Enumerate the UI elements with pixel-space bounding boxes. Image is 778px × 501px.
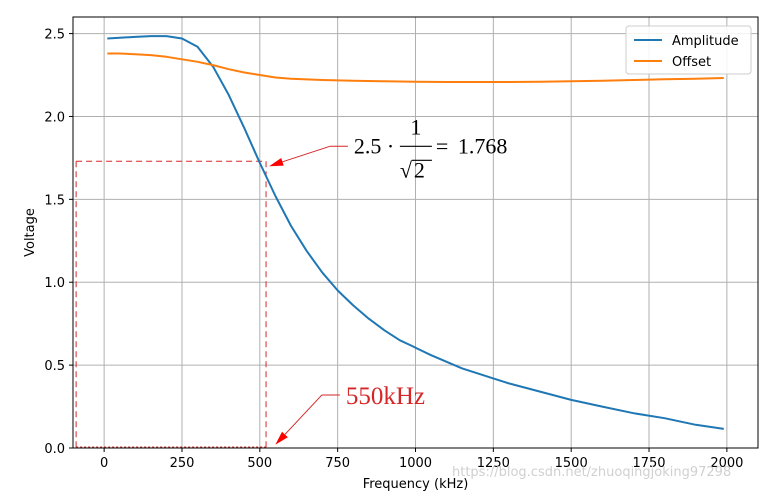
x-tick-label-6: 1500 (555, 456, 588, 471)
y-tick-label-1: 0.5 (44, 359, 65, 374)
series-line-offset (107, 52, 724, 83)
annotation-frequency: 550kHz (275, 383, 425, 445)
x-tick-label-8: 2000 (710, 456, 743, 471)
formula-radicand: 2 (414, 157, 425, 182)
legend: Amplitude Offset (625, 25, 752, 75)
x-tick-label-5: 1250 (477, 456, 510, 471)
y-axis-title: Voltage (23, 208, 38, 257)
formula-numerator: 1 (410, 114, 421, 139)
series-lines (107, 35, 724, 430)
x-tick-label-0: 0 (100, 456, 108, 471)
legend-label-offset: Offset (672, 55, 711, 70)
y-tick-label-3: 1.5 (44, 193, 65, 208)
x-tick-label-7: 1750 (632, 456, 665, 471)
annotations: 2.5 · 1 √ 2 = 1.768 550kHz (269, 114, 507, 445)
x-tick-label-4: 1000 (399, 456, 432, 471)
watermark-text: https://blog.csdn.net/zhuoqingjoking9729… (452, 465, 731, 480)
x-tick-label-1: 250 (170, 456, 195, 471)
y-tick-label-2: 1.0 (44, 276, 65, 291)
axes: 0 250 500 750 1000 1250 1500 1750 2000 0.0 0.5 1.0 1… (44, 16, 759, 471)
x-tick-label-2: 500 (247, 456, 272, 471)
amp-leader-diagonal (282, 145, 331, 163)
x-axis-title: Frequency (kHz) (363, 477, 469, 492)
y-tick-label-5: 2.5 (44, 28, 65, 43)
reference-lines (75, 160, 267, 448)
legend-label-amplitude: Amplitude (672, 34, 739, 49)
freq-leader-diagonal (284, 394, 323, 435)
grid (73, 17, 758, 449)
formula-equals: = (436, 133, 448, 158)
formula-prefix: 2.5 · (354, 133, 394, 158)
formula-result: 1.768 (458, 133, 508, 158)
formula-radical: √ (400, 157, 413, 182)
freq-arrow-head (275, 431, 288, 445)
series-line-amplitude (107, 35, 724, 430)
frequency-label: 550kHz (346, 383, 425, 410)
amp-arrow-head (269, 158, 284, 167)
annotation-amplitude-formula: 2.5 · 1 √ 2 = 1.768 (269, 114, 507, 182)
y-tick-label-0: 0.0 (44, 442, 65, 457)
x-tick-label-3: 750 (325, 456, 350, 471)
y-tick-label-4: 2.0 (44, 110, 65, 125)
